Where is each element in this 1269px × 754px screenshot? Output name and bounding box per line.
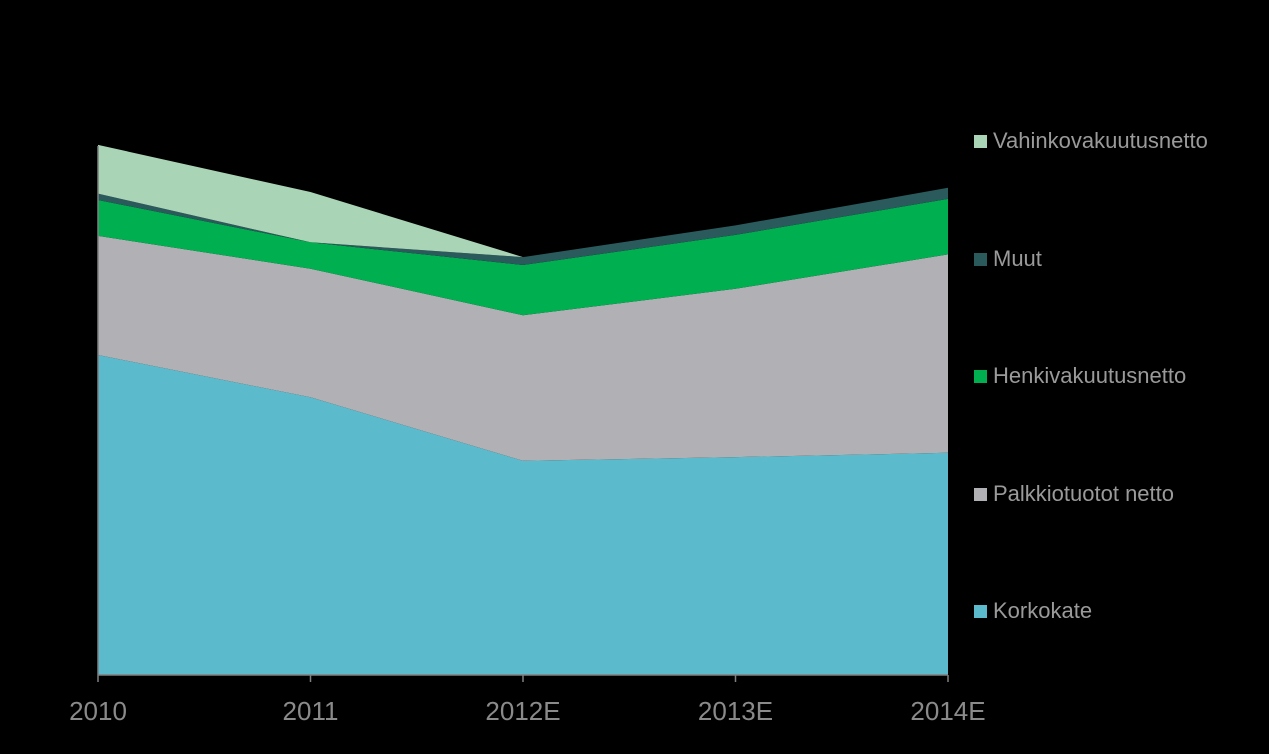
legend-label: Vahinkovakuutusnetto (993, 128, 1208, 153)
area-korkokate (98, 355, 948, 675)
legend-item-vahinkovakuutusnetto: Vahinkovakuutusnetto (974, 128, 1208, 154)
x-tick-label: 2011 (283, 696, 339, 726)
legend-label: Palkkiotuotot netto (993, 481, 1175, 506)
legend-item-muut: Muut (974, 246, 1042, 272)
legend-swatch (974, 134, 987, 148)
x-tick-label: 2013E (698, 696, 773, 726)
area-muut (98, 187, 948, 265)
legend-swatch (974, 369, 987, 383)
legend-label: Korkokate (993, 598, 1093, 623)
x-tick-label: 2014E (910, 696, 985, 726)
area-henkivakuutusnetto (98, 198, 948, 316)
legend-item-henkivakuutusnetto: Henkivakuutusnetto (974, 363, 1186, 389)
area-vahinkovakuutusnetto (98, 144, 948, 258)
legend-item-palkkiotuotot-netto: Palkkiotuotot netto (974, 481, 1174, 507)
x-tick-label: 2012E (485, 696, 560, 726)
legend-swatch (974, 252, 987, 266)
legend-swatch (974, 487, 987, 501)
legend-label: Henkivakuutusnetto (993, 363, 1187, 388)
x-axis-ticks (97, 675, 949, 682)
legend-item-korkokate: Korkokate (974, 598, 1092, 624)
x-tick-label: 2010 (69, 696, 127, 726)
area-layer (98, 144, 948, 675)
x-axis-tick-labels: 2010 2011 2012E 2013E 2014E (69, 696, 986, 726)
legend-label: Muut (993, 246, 1042, 271)
area-palkkiotuotot-netto (98, 235, 948, 461)
legend-swatch (974, 604, 987, 618)
